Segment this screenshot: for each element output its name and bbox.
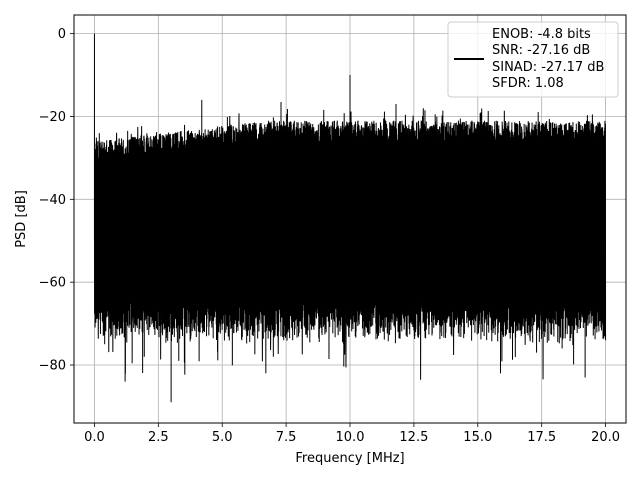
x-tick-label: 7.5: [276, 430, 297, 445]
x-tick-label: 15.0: [463, 430, 492, 445]
legend-box: [447, 21, 619, 98]
y-axis-label: PSD [dB]: [14, 190, 29, 248]
legend-line-sfdr: SFDR: 1.08: [492, 76, 564, 91]
legend-line-enob: ENOB: -4.8 bits: [492, 27, 591, 42]
legend-line-snr: SNR: -27.16 dB: [492, 43, 590, 58]
y-axis: 0 −20 −40 −60 −80: [39, 27, 74, 374]
x-tick-label: 20.0: [591, 430, 620, 445]
plot-area: [93, 33, 607, 403]
x-tick-label: 12.5: [399, 430, 428, 445]
legend: ENOB: -4.8 bits SNR: -27.16 dB SINAD: -2…: [447, 21, 619, 98]
x-tick-label: 17.5: [527, 430, 556, 445]
x-tick-label: 5.0: [212, 430, 233, 445]
x-axis: 0.0 2.5 5.0 7.5 10.0 12.5 15.0 17.5 20.0: [84, 423, 620, 445]
x-tick-label: 10.0: [336, 430, 365, 445]
y-tick-label: 0: [58, 27, 66, 42]
y-tick-label: −20: [39, 110, 66, 125]
psd-series-line: [93, 33, 607, 403]
legend-line-sinad: SINAD: -27.17 dB: [492, 60, 604, 75]
x-tick-label: 2.5: [148, 430, 169, 445]
y-tick-label: −80: [39, 359, 66, 374]
x-axis-label: Frequency [MHz]: [295, 451, 404, 466]
x-tick-label: 0.0: [84, 430, 105, 445]
y-tick-label: −40: [39, 193, 66, 208]
y-tick-label: −60: [39, 276, 66, 291]
